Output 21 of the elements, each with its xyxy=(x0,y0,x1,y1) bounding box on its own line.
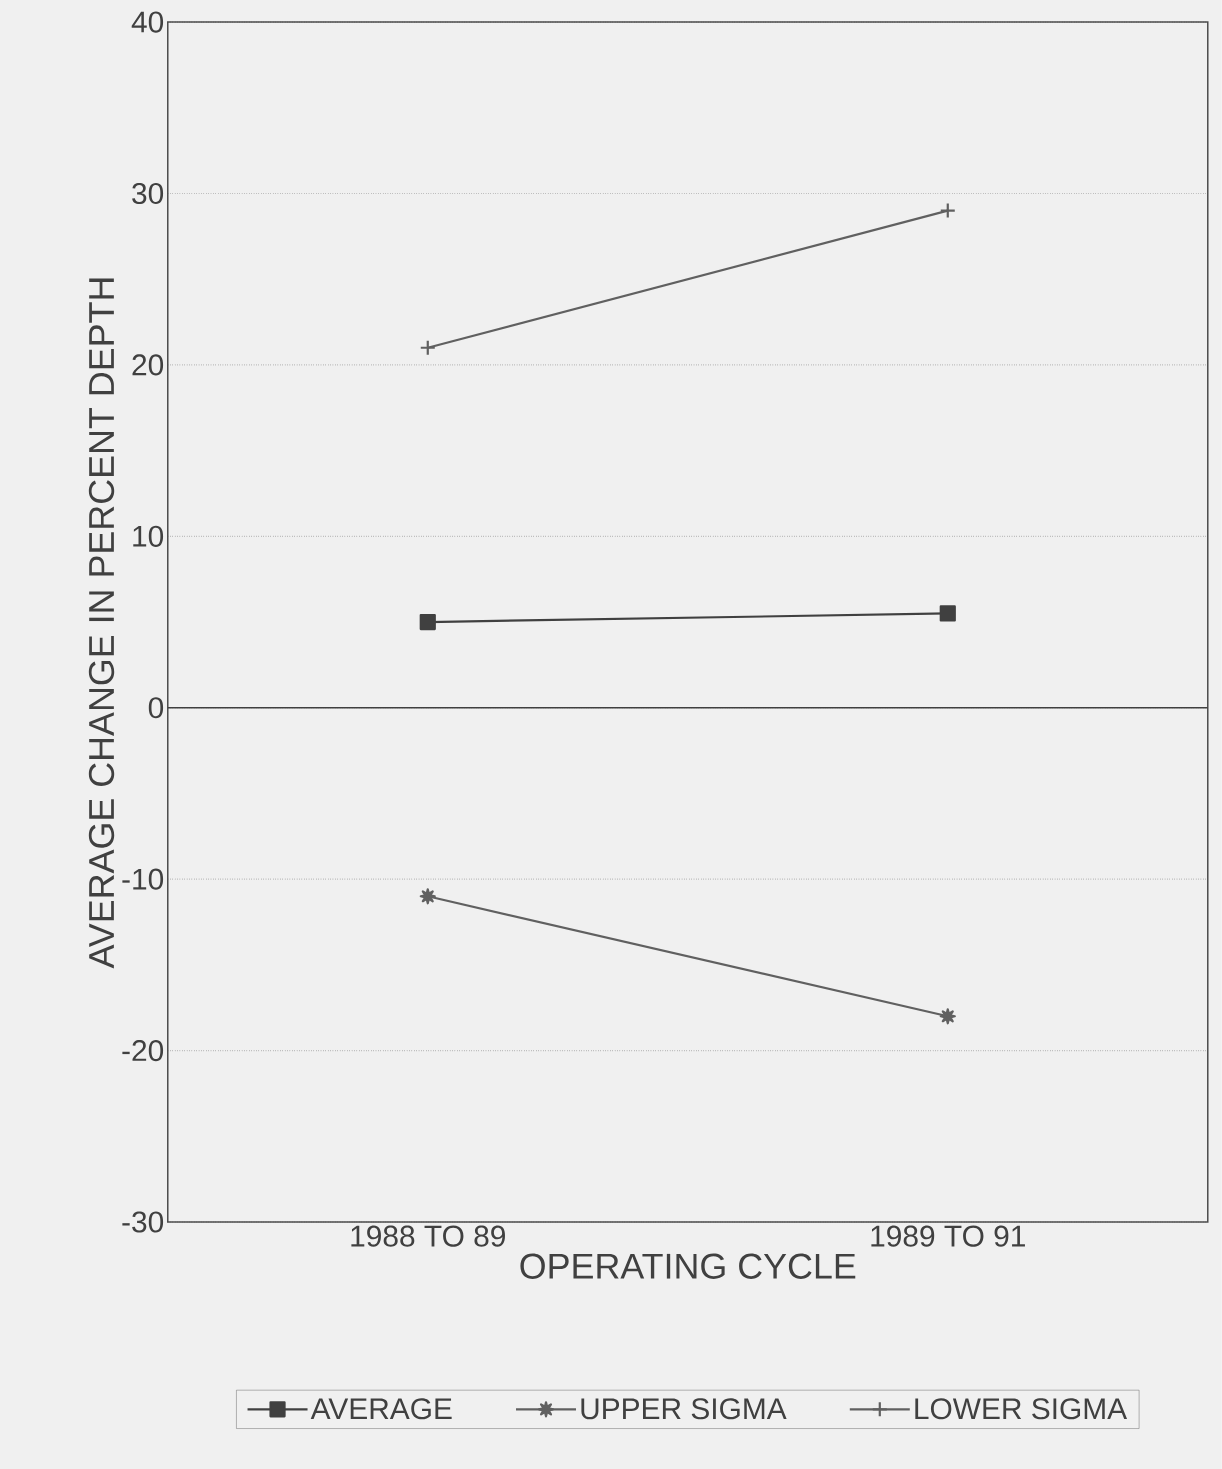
y-tick-label: 0 xyxy=(148,697,164,719)
point xyxy=(419,339,436,356)
y-tick-label: 20 xyxy=(132,354,164,376)
y-tick-label: 40 xyxy=(131,11,164,33)
point xyxy=(419,888,436,905)
point xyxy=(939,1008,956,1025)
y-tick-label: 10 xyxy=(133,525,164,547)
y-tick-label: 30 xyxy=(132,182,164,205)
legend-label: AVERAGE xyxy=(310,1398,452,1420)
legend-label: UPPER SIGMA xyxy=(581,1398,787,1420)
x-axis-title: OPERATING CYCLE xyxy=(520,1253,856,1279)
x-tick-label: 1989 TO 91 xyxy=(871,1225,1026,1247)
x-tick-label: 1988 TO 89 xyxy=(351,1225,506,1247)
legend-label: LOWER SIGMA xyxy=(915,1398,1128,1420)
y-axis-title: AVERAGE CHANGE IN PERCENT DEPTH xyxy=(88,278,115,969)
y-tick-label: -20 xyxy=(122,1039,164,1062)
point xyxy=(939,202,956,219)
point xyxy=(419,613,436,631)
y-tick-label: -10 xyxy=(122,868,164,890)
point xyxy=(939,605,956,622)
y-tick-label: -30 xyxy=(122,1211,164,1233)
